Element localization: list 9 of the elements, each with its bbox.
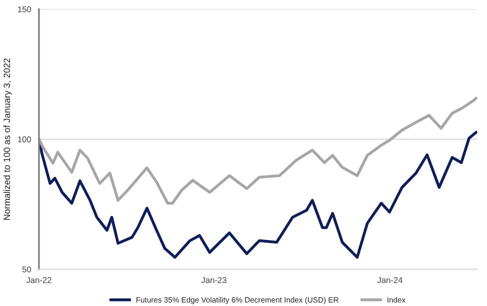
x-tick-label: Jan-24 bbox=[377, 277, 402, 284]
y-tick-label: 50 bbox=[22, 266, 31, 272]
x-tick-label: Jan-23 bbox=[201, 277, 226, 284]
y-tick-label: 150 bbox=[18, 6, 31, 12]
line-series bbox=[38, 130, 478, 259]
y-tick-label: 100 bbox=[18, 136, 31, 142]
x-tick-label: Jan-22 bbox=[26, 277, 52, 284]
y-axis-title: Normalized to 100 as of January 3, 2022 bbox=[3, 58, 12, 220]
line-series bbox=[38, 96, 478, 205]
